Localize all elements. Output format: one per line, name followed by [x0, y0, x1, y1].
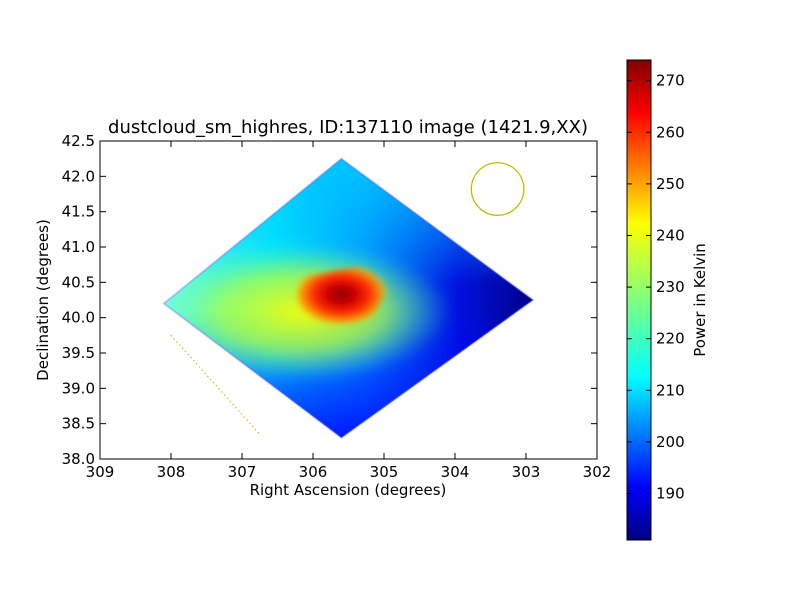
- x-tick-label: 306: [299, 463, 328, 481]
- y-tick-label: 39.0: [62, 379, 95, 397]
- x-tick-label: 308: [157, 463, 186, 481]
- colorbar-tick-label: 240: [656, 226, 685, 244]
- y-tick-label: 42.5: [62, 132, 95, 150]
- y-tick-label: 40.0: [62, 309, 95, 327]
- hot-spot-region: [293, 262, 390, 327]
- colorbar: [626, 59, 652, 541]
- annotation-circle: [470, 162, 525, 216]
- y-tick-label: 41.5: [62, 203, 95, 221]
- colorbar-tick-label: 270: [656, 72, 685, 90]
- x-tick-label: 303: [512, 463, 541, 481]
- annotation-dotted-line: [170, 334, 261, 435]
- colorbar-tick-label: 220: [656, 330, 685, 348]
- y-tick-label: 41.0: [62, 238, 95, 256]
- x-tick-label: 309: [86, 463, 115, 481]
- y-tick-label: 40.5: [62, 273, 95, 291]
- chart-title: dustcloud_sm_highres, ID:137110 image (1…: [108, 117, 588, 138]
- y-axis-label: Declination (degrees): [34, 219, 52, 381]
- map-footprint-edge: [162, 157, 535, 440]
- x-tick-label: 302: [583, 463, 612, 481]
- colorbar-label: Power in Kelvin: [691, 243, 709, 357]
- colorbar-tick-label: 190: [656, 485, 685, 503]
- colorbar-tick-label: 230: [656, 278, 685, 296]
- plot-frame: [99, 140, 598, 460]
- y-tick-label: 42.0: [62, 167, 95, 185]
- heatmap-image: [163, 158, 534, 438]
- y-axis: 38.0 38.5 39.0 39.5 40.0 40.5 41.0 41.5 42.0 42.5: [62, 132, 597, 468]
- x-tick-label: 305: [370, 463, 399, 481]
- y-tick-label: 38.5: [62, 415, 95, 433]
- x-axis-label: Right Ascension (degrees): [250, 481, 447, 499]
- x-axis: 309 308 307 306 305 304 303 302: [86, 141, 612, 481]
- y-tick-label: 38.0: [62, 450, 95, 468]
- colorbar-tick-label: 250: [656, 175, 685, 193]
- colorbar-tick-label: 260: [656, 123, 685, 141]
- colorbar-tick-label: 210: [656, 381, 685, 399]
- colorbar-ticks: 190 200 210 220 230 240 250 260 270: [627, 72, 685, 503]
- x-tick-label: 304: [441, 463, 470, 481]
- x-tick-label: 307: [228, 463, 257, 481]
- y-tick-label: 39.5: [62, 344, 95, 362]
- colorbar-tick-label: 200: [656, 433, 685, 451]
